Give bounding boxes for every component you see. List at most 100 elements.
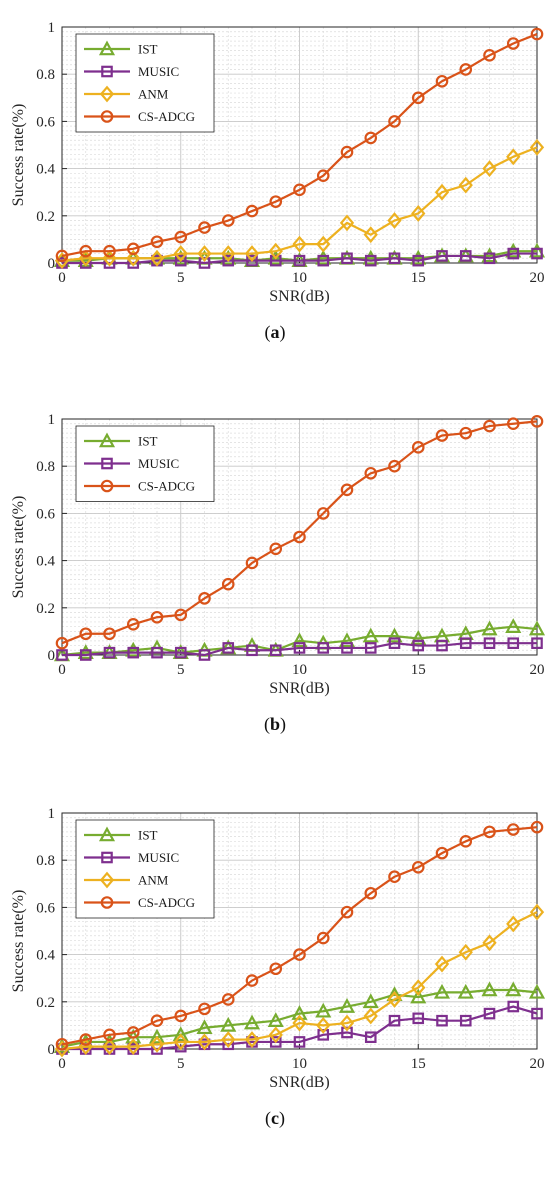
legend: IST MUSIC ANM CS-ADCG bbox=[75, 33, 215, 133]
data-point-cs-adcg bbox=[198, 1002, 211, 1016]
data-point-cs-adcg bbox=[221, 214, 235, 227]
y-tick-label: 1 bbox=[48, 412, 56, 428]
chart-svg: 0 5 10 15 20 0 0.2 0.4 0.6 0.8 1 SNR(dB) Success rat… bbox=[10, 412, 546, 697]
panel-caption-letter: b bbox=[269, 714, 280, 734]
data-point-cs-adcg bbox=[483, 825, 496, 839]
data-point-music bbox=[269, 254, 282, 267]
data-point-music bbox=[436, 639, 448, 652]
legend-marker-music bbox=[101, 457, 113, 470]
y-axis-label: Success rate(%) bbox=[10, 104, 27, 207]
data-point-anm bbox=[434, 183, 450, 201]
data-point-cs-adcg bbox=[364, 466, 378, 480]
y-tick-label: 0.4 bbox=[36, 554, 55, 570]
data-point-anm bbox=[173, 1033, 188, 1051]
data-point-anm bbox=[244, 1031, 260, 1048]
data-point-anm bbox=[126, 1038, 141, 1056]
x-tick-label: 10 bbox=[292, 1056, 307, 1072]
series-line-cs-adcg bbox=[61, 826, 538, 1046]
legend-label-ist: IST bbox=[138, 434, 158, 449]
data-point-music bbox=[269, 1036, 282, 1048]
data-point-cs-adcg bbox=[126, 242, 140, 256]
legend-marker-anm bbox=[99, 85, 115, 103]
data-point-anm bbox=[339, 1014, 355, 1032]
data-point-ist bbox=[410, 249, 427, 265]
chart-panel-c: 0 5 10 15 20 0 0.2 0.4 0.6 0.8 1 SNR(dB) Success rat… bbox=[0, 786, 550, 1178]
data-point-music bbox=[222, 254, 235, 267]
data-point-cs-adcg bbox=[103, 244, 116, 258]
x-axis-label: SNR(dB) bbox=[269, 680, 329, 697]
data-point-ist bbox=[220, 1016, 237, 1032]
x-tick-label: 5 bbox=[177, 662, 185, 678]
data-point-cs-adcg bbox=[174, 230, 188, 244]
legend: IST MUSIC CS-ADCG bbox=[75, 425, 215, 502]
y-tick-label: 0.4 bbox=[36, 162, 55, 178]
data-point-music bbox=[364, 1031, 377, 1043]
data-point-cs-adcg bbox=[506, 417, 520, 431]
data-point-music bbox=[56, 649, 68, 661]
data-point-cs-adcg bbox=[150, 1014, 164, 1027]
series-line-ist bbox=[61, 625, 538, 657]
data-point-cs-adcg bbox=[174, 608, 188, 622]
panel-caption: (c) bbox=[265, 1108, 285, 1128]
series-line-ist bbox=[61, 988, 538, 1048]
x-tick-label: 0 bbox=[58, 270, 66, 286]
data-point-cs-adcg bbox=[530, 415, 544, 428]
x-tick-label: 0 bbox=[58, 662, 66, 678]
data-point-cs-adcg bbox=[55, 1037, 69, 1051]
data-point-cs-adcg bbox=[388, 115, 401, 128]
data-point-music bbox=[483, 637, 496, 649]
data-point-cs-adcg bbox=[150, 235, 164, 249]
data-point-music bbox=[246, 254, 258, 267]
y-tick-label: 0.6 bbox=[36, 900, 55, 916]
data-point-cs-adcg bbox=[459, 835, 473, 848]
y-axis-label: Success rate(%) bbox=[10, 890, 27, 993]
chart-svg: 0 5 10 15 20 0 0.2 0.4 0.6 0.8 1 SNR(dB) Success rat… bbox=[10, 806, 546, 1091]
data-point-music bbox=[317, 254, 330, 267]
data-point-music bbox=[269, 644, 282, 657]
data-point-cs-adcg bbox=[293, 948, 306, 961]
data-point-music bbox=[174, 254, 187, 267]
data-point-anm bbox=[292, 1014, 307, 1032]
series-cs-adcg bbox=[55, 415, 544, 650]
data-point-cs-adcg bbox=[126, 618, 140, 631]
series-line-anm bbox=[61, 146, 538, 262]
data-point-anm bbox=[268, 242, 283, 260]
data-point-anm bbox=[339, 214, 355, 232]
legend-marker-music bbox=[101, 65, 113, 78]
data-point-cs-adcg bbox=[198, 221, 211, 234]
y-axis-label: Success rate(%) bbox=[10, 496, 27, 599]
data-point-music bbox=[531, 1007, 543, 1020]
data-point-anm bbox=[268, 1026, 283, 1044]
y-tick-label: 0.6 bbox=[36, 114, 55, 130]
data-point-music bbox=[507, 637, 520, 649]
data-point-ist bbox=[433, 983, 451, 999]
data-point-music bbox=[198, 257, 211, 269]
x-tick-label: 20 bbox=[530, 662, 545, 678]
data-point-music bbox=[531, 637, 543, 649]
data-point-music bbox=[412, 254, 425, 267]
data-point-cs-adcg bbox=[79, 627, 93, 641]
series-line-music bbox=[62, 642, 537, 657]
legend-label-anm: ANM bbox=[138, 87, 169, 102]
data-point-ist bbox=[528, 983, 546, 999]
data-point-music bbox=[79, 649, 92, 661]
data-point-music bbox=[388, 637, 401, 649]
legend-marker-ist bbox=[98, 826, 116, 842]
data-point-anm bbox=[173, 245, 188, 262]
x-tick-label: 15 bbox=[411, 662, 426, 678]
data-point-music bbox=[246, 644, 258, 657]
data-point-cs-adcg bbox=[55, 249, 69, 263]
data-point-cs-adcg bbox=[364, 886, 378, 900]
data-point-anm bbox=[221, 245, 236, 262]
data-point-music bbox=[317, 642, 330, 654]
x-tick-label: 15 bbox=[411, 270, 426, 286]
data-point-ist bbox=[196, 1019, 213, 1035]
data-point-anm bbox=[149, 249, 165, 267]
data-point-cs-adcg bbox=[483, 49, 496, 62]
legend-label-cs-adcg: CS-ADCG bbox=[138, 895, 195, 910]
data-point-cs-adcg bbox=[411, 91, 425, 105]
data-point-cs-adcg bbox=[435, 846, 449, 860]
y-tick-label: 0 bbox=[48, 1042, 56, 1058]
x-tick-label: 15 bbox=[411, 1056, 426, 1072]
